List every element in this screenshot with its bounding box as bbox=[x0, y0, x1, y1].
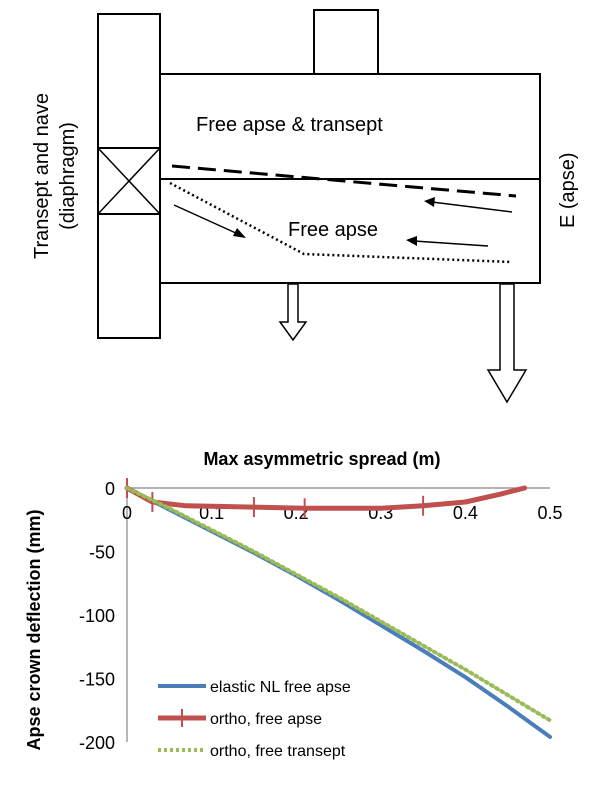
legend-item-elastic: elastic NL free apse bbox=[158, 679, 351, 696]
y-tick-label: -200 bbox=[79, 733, 115, 753]
arrow-right-upper bbox=[424, 197, 513, 213]
cross-line-2 bbox=[97, 147, 161, 215]
legend: elastic NL free apse ortho, free apse or… bbox=[158, 679, 351, 760]
label-east-apse: E (apse) bbox=[557, 152, 579, 228]
hollow-arrow-small bbox=[278, 283, 308, 342]
series-line-0 bbox=[125, 486, 552, 739]
label-transept-nave: Transept and nave bbox=[31, 93, 53, 259]
legend-label-elastic: elastic NL free apse bbox=[210, 679, 351, 696]
y-tick-label: -50 bbox=[89, 543, 115, 563]
structure-diagram: Free apse & transept Free apse E (apse) … bbox=[31, 9, 579, 404]
arrow-right-lower bbox=[406, 236, 489, 247]
y-tick-label: -100 bbox=[79, 606, 115, 626]
axes bbox=[126, 487, 550, 742]
y-tick-label: 0 bbox=[105, 479, 115, 499]
arrow-left-down bbox=[173, 204, 246, 238]
legend-label-ortho-transept: ortho, free transept bbox=[210, 743, 346, 760]
diaphragm-wall bbox=[97, 13, 161, 339]
legend-label-ortho-apse: ortho, free apse bbox=[210, 711, 322, 728]
label-diaphragm: (diaphragm) bbox=[57, 122, 79, 230]
series-line-1 bbox=[124, 485, 528, 511]
series-layer bbox=[124, 478, 552, 739]
x-tick-label: 0.4 bbox=[453, 503, 478, 523]
y-tick-label: -150 bbox=[79, 670, 115, 690]
tower-box bbox=[313, 9, 379, 75]
hollow-arrow-large bbox=[486, 283, 528, 404]
x-tick-label: 0 bbox=[122, 503, 132, 523]
dotted-deflection bbox=[169, 181, 513, 264]
chart-title: Max asymmetric spread (m) bbox=[203, 449, 440, 469]
y-tick-labels: 0 -50 -100 -150 -200 bbox=[79, 479, 115, 753]
legend-item-ortho-transept: ortho, free transept bbox=[158, 743, 346, 760]
dashed-deflection bbox=[171, 164, 517, 198]
label-free-apse: Free apse bbox=[288, 219, 378, 241]
x-tick-label: 0.5 bbox=[537, 503, 562, 523]
label-free-apse-transept: Free apse & transept bbox=[196, 114, 383, 136]
chart: Max asymmetric spread (m) Apse crown def… bbox=[24, 449, 563, 760]
legend-item-ortho-apse: ortho, free apse bbox=[158, 709, 322, 728]
y-axis-label: Apse crown deflection (mm) bbox=[24, 509, 44, 750]
series-line-2 bbox=[125, 486, 552, 723]
